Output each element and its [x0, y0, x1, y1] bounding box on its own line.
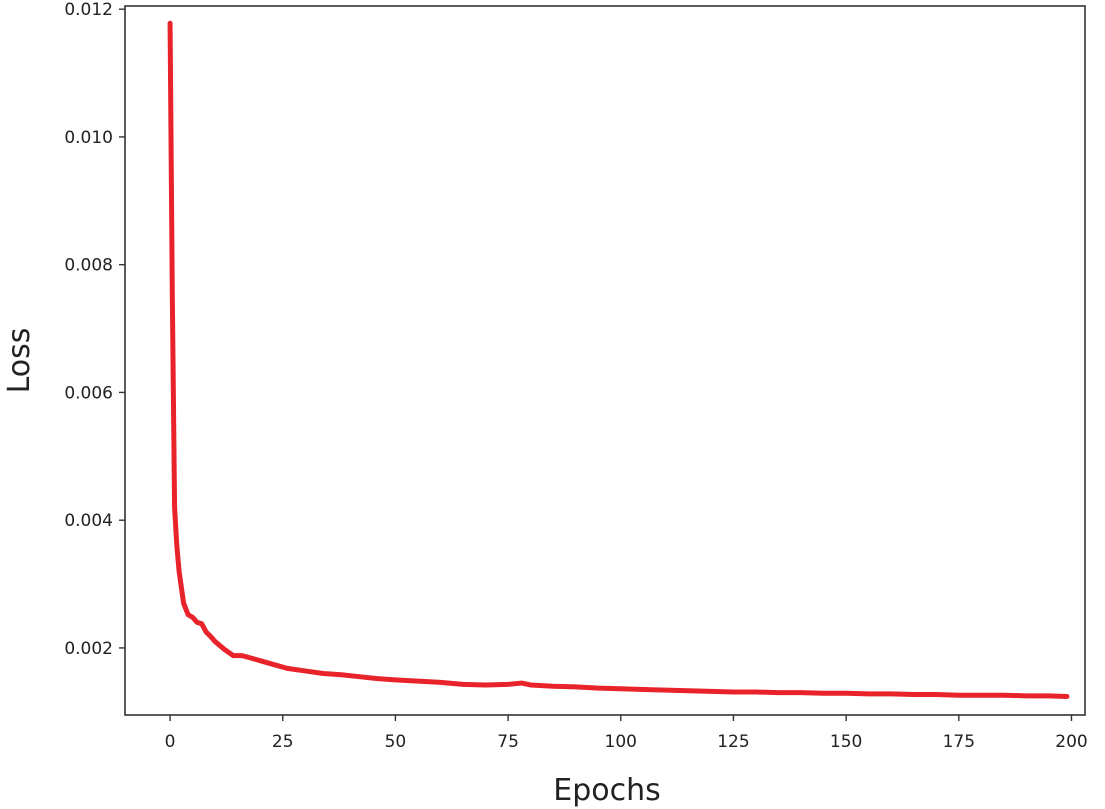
y-axis-label: Loss: [2, 328, 37, 394]
x-tick-label: 100: [605, 732, 637, 752]
y-axis-ticks: 0.002 0.004 0.006 0.008 0.010 0.012: [64, 0, 125, 659]
x-tick-label: 150: [830, 732, 862, 752]
x-tick-label: 175: [943, 732, 975, 752]
y-tick-label: 0.010: [64, 128, 113, 148]
x-tick-label: 0: [165, 732, 176, 752]
y-tick-label: 0.008: [64, 256, 113, 276]
y-tick-label: 0.004: [64, 511, 113, 531]
axes-frame: [124, 5, 1086, 716]
x-axis-label: Epochs: [553, 773, 661, 808]
plot-area: [167, 20, 1070, 699]
x-tick-label: 125: [717, 732, 749, 752]
loss-series-line: [167, 20, 1070, 699]
x-tick-label: 25: [272, 732, 294, 752]
x-axis-ticks: 0 25 50 75 100 125 150 175 200: [165, 715, 1088, 752]
y-tick-label: 0.012: [64, 0, 113, 20]
y-tick-label: 0.006: [64, 383, 113, 403]
y-tick-label: 0.002: [64, 639, 113, 659]
x-tick-label: 75: [497, 732, 519, 752]
x-tick-label: 200: [1055, 732, 1087, 752]
x-tick-label: 50: [385, 732, 407, 752]
